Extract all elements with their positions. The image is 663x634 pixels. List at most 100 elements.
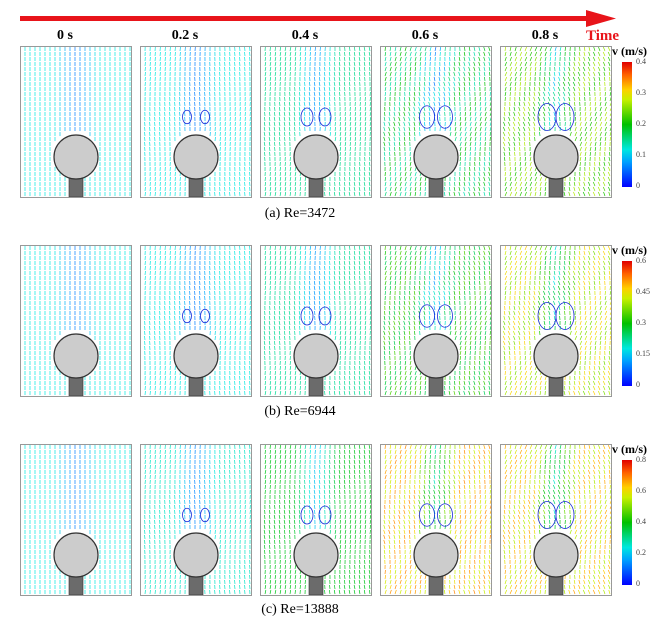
velocity-vector: [299, 250, 302, 256]
velocity-vector: [264, 61, 267, 67]
velocity-vector: [554, 51, 557, 57]
velocity-vector: [433, 96, 436, 102]
velocity-vector: [348, 51, 351, 57]
velocity-vector: [548, 76, 551, 82]
velocity-vector: [414, 265, 417, 271]
velocity-vector: [474, 116, 477, 122]
velocity-vector: [533, 86, 536, 92]
velocity-vector: [318, 300, 321, 306]
velocity-vector: [354, 340, 356, 346]
velocity-vector: [363, 191, 366, 197]
velocity-vector: [409, 265, 412, 271]
velocity-vector: [508, 121, 511, 127]
velocity-vector: [582, 71, 586, 77]
velocity-vector: [489, 71, 491, 77]
velocity-vector: [534, 66, 537, 72]
velocity-vector: [334, 121, 336, 127]
velocity-vector: [529, 166, 532, 172]
velocity-vector: [423, 121, 426, 127]
velocity-vector: [524, 47, 527, 52]
velocity-vector: [504, 176, 507, 182]
velocity-vector: [403, 96, 406, 102]
velocity-vector: [598, 81, 601, 87]
velocity-vector: [389, 186, 392, 192]
velocity-vector: [504, 51, 507, 57]
velocity-vector: [474, 141, 477, 147]
velocity-vector: [319, 106, 321, 112]
velocity-vector: [353, 56, 356, 62]
velocity-vector: [398, 116, 401, 122]
velocity-vector: [369, 295, 371, 301]
velocity-vector: [339, 340, 342, 346]
velocity-vector: [383, 146, 386, 152]
velocity-vector: [532, 116, 536, 122]
velocity-vector: [448, 91, 451, 97]
velocity-vector: [313, 300, 316, 306]
velocity-vector: [313, 91, 316, 97]
velocity-vector: [409, 355, 412, 361]
velocity-vector: [443, 305, 446, 311]
velocity-vector: [383, 320, 386, 326]
velocity-vector: [279, 191, 282, 197]
velocity-vector: [369, 116, 371, 122]
velocity-vector: [294, 91, 296, 97]
velocity-vector: [578, 191, 581, 197]
velocity-vector: [348, 380, 351, 386]
velocity-vector: [339, 91, 341, 97]
velocity-vector: [289, 370, 292, 376]
velocity-vector: [439, 246, 442, 251]
velocity-vector: [489, 101, 491, 107]
velocity-vector: [453, 71, 456, 77]
velocity-vector: [573, 191, 576, 197]
velocity-vector: [299, 285, 301, 291]
velocity-vector: [313, 305, 316, 311]
velocity-vector: [568, 61, 571, 67]
velocity-vector: [404, 161, 407, 167]
velocity-vector: [288, 310, 291, 316]
velocity-vector: [344, 340, 347, 346]
velocity-vector: [428, 285, 431, 291]
velocity-vector: [423, 280, 426, 286]
velocity-vector: [348, 375, 351, 381]
velocity-vector: [579, 161, 581, 167]
velocity-vector: [408, 295, 411, 301]
velocity-vector: [569, 121, 572, 127]
velocity-vector: [603, 166, 606, 172]
velocity-vector: [333, 280, 336, 286]
velocity-vector: [459, 146, 462, 152]
velocity-vector: [299, 186, 301, 192]
velocity-vector: [433, 295, 436, 301]
velocity-vector: [528, 91, 531, 97]
velocity-vector: [274, 246, 276, 251]
velocity-vector: [324, 66, 326, 72]
velocity-vector: [288, 320, 291, 326]
velocity-vector: [474, 136, 477, 142]
velocity-vector: [464, 111, 467, 117]
velocity-vector: [369, 265, 371, 271]
velocity-vector: [443, 295, 446, 301]
velocity-vector: [313, 96, 316, 102]
velocity-vector: [329, 325, 331, 331]
velocity-vector: [338, 76, 341, 82]
velocity-vector: [404, 370, 407, 376]
velocity-vector: [404, 181, 407, 187]
velocity-vector: [313, 280, 316, 286]
velocity-vector: [393, 345, 396, 351]
velocity-vector: [319, 270, 321, 276]
velocity-vector: [484, 76, 486, 82]
flow-field-panel: [260, 46, 372, 198]
velocity-vector: [589, 141, 592, 147]
velocity-vector: [359, 76, 361, 82]
velocity-vector: [508, 106, 511, 112]
velocity-vector: [488, 171, 491, 177]
vortex: [318, 306, 332, 326]
velocity-vector: [589, 121, 593, 127]
velocity-vector: [458, 186, 461, 192]
velocity-vector: [339, 126, 342, 132]
velocity-vector: [568, 96, 571, 102]
velocity-vector: [584, 111, 587, 117]
velocity-vector: [463, 191, 466, 197]
velocity-vector: [418, 91, 421, 97]
velocity-vector: [364, 360, 366, 366]
velocity-vector: [592, 61, 596, 67]
